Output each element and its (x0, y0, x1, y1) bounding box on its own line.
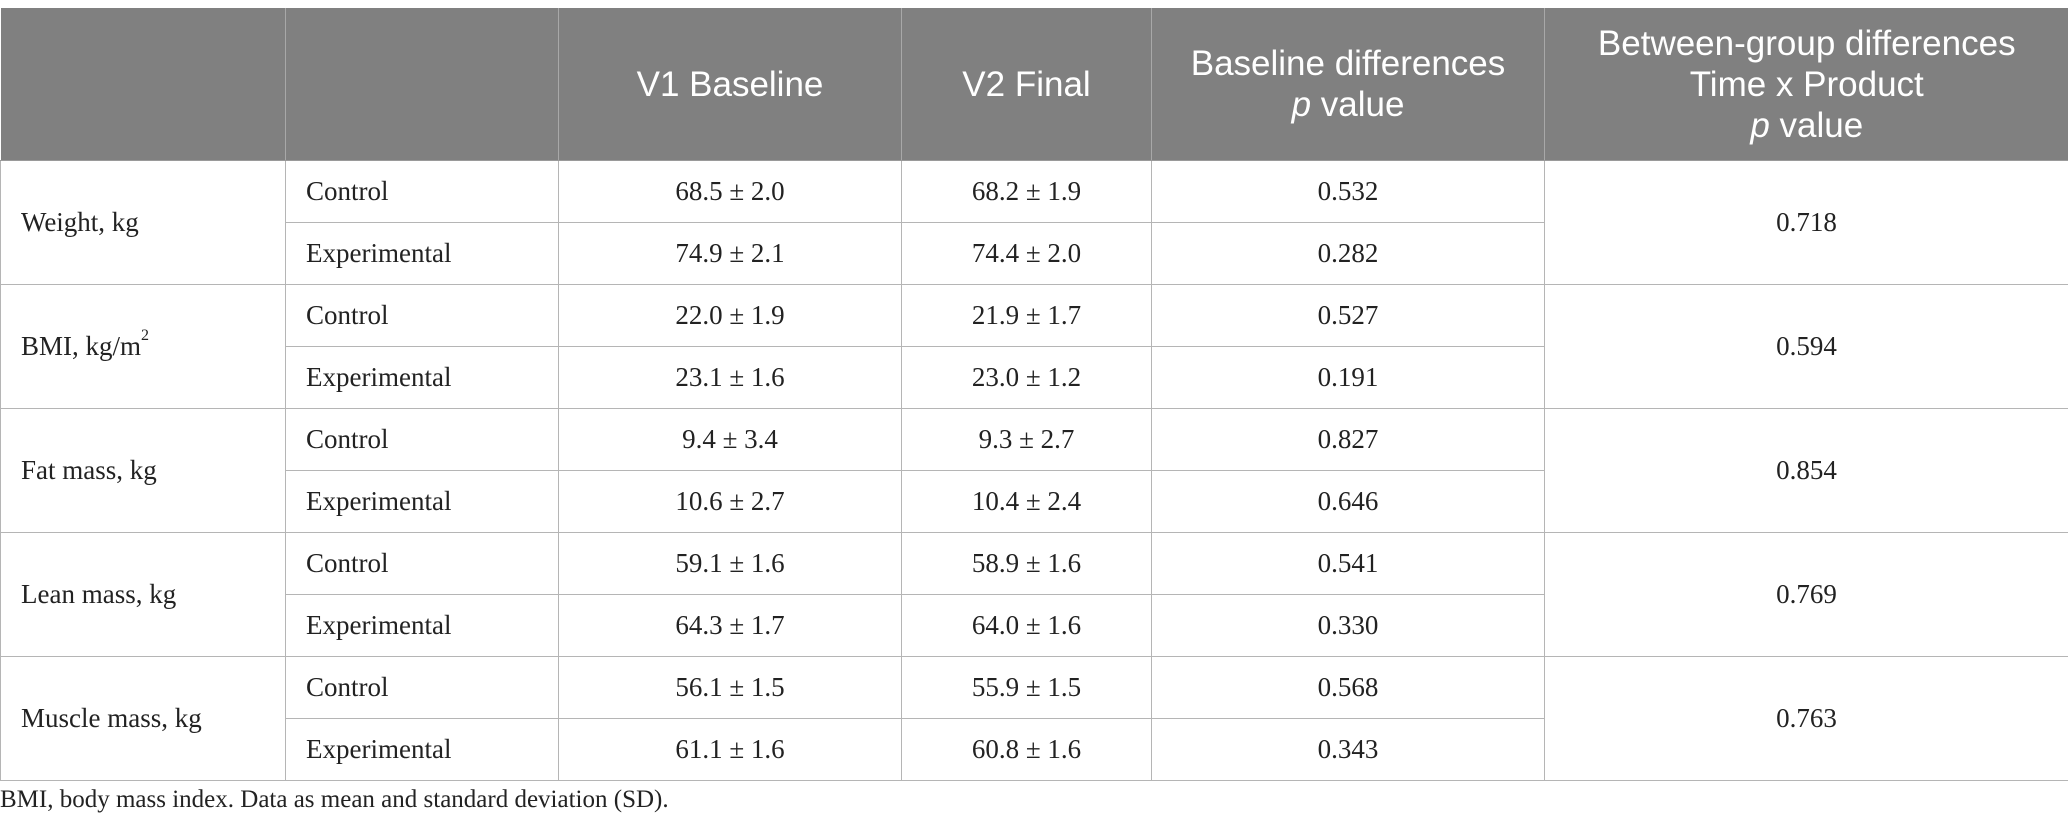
header-between-value: value (1769, 105, 1864, 145)
table-body: Weight, kg Control 68.5 ± 2.0 68.2 ± 1.9 0.5… (0, 160, 2068, 781)
v2-value: 60.8 ± 1.6 (901, 718, 1152, 781)
v1-value: 74.9 ± 2.1 (558, 222, 902, 285)
row-label: Lean mass, kg (0, 532, 286, 657)
group-cell: Control (285, 532, 559, 595)
table-row: Experimental 64.3 ± 1.7 64.0 ± 1.6 0.330 (1, 594, 2068, 657)
v2-value: 64.0 ± 1.6 (901, 594, 1152, 657)
v2-value: 9.3 ± 2.7 (901, 408, 1152, 471)
header-baseline-line1: Baseline differences (1190, 44, 1506, 83)
group-cell: Control (285, 160, 559, 223)
row-label: Weight, kg (0, 160, 286, 285)
baseline-p-value: 0.343 (1151, 718, 1545, 781)
header-baseline-p: p (1291, 85, 1312, 124)
v1-value: 64.3 ± 1.7 (558, 594, 902, 657)
row-label: BMI, kg/m2 (0, 284, 286, 409)
between-group-p-value: 0.769 (1544, 532, 2068, 657)
header-between-p: p (1750, 105, 1770, 145)
table-row: Weight, kg Control 68.5 ± 2.0 68.2 ± 1.9 0.5… (0, 160, 2068, 285)
group-cell: Experimental (285, 470, 559, 533)
header-between-line1: Between-group differences (1597, 23, 2016, 63)
table-row: BMI, kg/m2 Control 22.0 ± 1.9 21.9 ± 1.7 0.5… (0, 284, 2068, 409)
table-row: Experimental 10.6 ± 2.7 10.4 ± 2.4 0.646 (1, 470, 2068, 533)
v1-value: 23.1 ± 1.6 (558, 346, 902, 409)
baseline-p-value: 0.282 (1151, 222, 1545, 285)
table-footnote: BMI, body mass index. Data as mean and s… (0, 786, 669, 813)
header-between-line2: Time x Product (1689, 64, 1924, 104)
baseline-p-value: 0.568 (1151, 656, 1545, 719)
row-label-text: Fat mass, kg (21, 455, 157, 485)
v1-value: 56.1 ± 1.5 (558, 656, 902, 719)
baseline-p-value: 0.527 (1151, 284, 1545, 347)
between-group-p-value: 0.594 (1544, 284, 2068, 409)
table-row: Experimental 23.1 ± 1.6 23.0 ± 1.2 0.191 (1, 346, 2068, 409)
v2-value: 10.4 ± 2.4 (901, 470, 1152, 533)
row-label-text: Muscle mass, kg (21, 703, 202, 733)
group-cell: Control (285, 284, 559, 347)
v2-value: 21.9 ± 1.7 (901, 284, 1152, 347)
baseline-p-value: 0.191 (1151, 346, 1545, 409)
v2-value: 55.9 ± 1.5 (901, 656, 1152, 719)
v2-value: 74.4 ± 2.0 (901, 222, 1152, 285)
baseline-p-value: 0.827 (1151, 408, 1545, 471)
v1-value: 22.0 ± 1.9 (558, 284, 902, 347)
baseline-p-value: 0.330 (1151, 594, 1545, 657)
header-v1-baseline: V1 Baseline (558, 8, 902, 161)
row-label-text: Lean mass, kg (21, 579, 177, 609)
table-row: Experimental 61.1 ± 1.6 60.8 ± 1.6 0.343 (1, 718, 2068, 781)
group-cell: Control (285, 408, 559, 471)
table-row: Fat mass, kg Control 9.4 ± 3.4 9.3 ± 2.7 0.8… (0, 408, 2068, 533)
baseline-p-value: 0.646 (1151, 470, 1545, 533)
header-baseline-differences: Baseline differences p value (1151, 8, 1545, 161)
v2-value: 58.9 ± 1.6 (901, 532, 1152, 595)
between-group-p-value: 0.718 (1544, 160, 2068, 285)
group-cell: Experimental (285, 594, 559, 657)
row-label: Muscle mass, kg (0, 656, 286, 781)
row-label: Fat mass, kg (0, 408, 286, 533)
row-label-superscript: 2 (141, 327, 150, 344)
row-label-text: Weight, kg (21, 207, 139, 237)
header-baseline-value: value (1311, 85, 1405, 124)
group-cell: Experimental (285, 718, 559, 781)
header-variable (0, 8, 286, 161)
group-cell: Experimental (285, 222, 559, 285)
v1-value: 9.4 ± 3.4 (558, 408, 902, 471)
table-row: Muscle mass, kg Control 56.1 ± 1.5 55.9 ± 1… (0, 656, 2068, 781)
table-row: Lean mass, kg Control 59.1 ± 1.6 58.9 ± 1.6… (0, 532, 2068, 657)
header-group (285, 8, 559, 161)
results-table: V1 Baseline V2 Final Baseline difference… (0, 8, 2068, 781)
baseline-p-value: 0.532 (1151, 160, 1545, 223)
v2-value: 68.2 ± 1.9 (901, 160, 1152, 223)
header-v2-final: V2 Final (901, 8, 1152, 161)
v1-value: 61.1 ± 1.6 (558, 718, 902, 781)
baseline-p-value: 0.541 (1151, 532, 1545, 595)
table-header: V1 Baseline V2 Final Baseline difference… (0, 8, 2068, 161)
v1-value: 59.1 ± 1.6 (558, 532, 902, 595)
group-cell: Experimental (285, 346, 559, 409)
v2-value: 23.0 ± 1.2 (901, 346, 1152, 409)
v1-value: 68.5 ± 2.0 (558, 160, 902, 223)
between-group-p-value: 0.763 (1544, 656, 2068, 781)
group-cell: Control (285, 656, 559, 719)
v1-value: 10.6 ± 2.7 (558, 470, 902, 533)
header-between-group: Between-group differences Time x Product… (1544, 8, 2068, 161)
between-group-p-value: 0.854 (1544, 408, 2068, 533)
row-label-text: BMI, kg/m (21, 331, 142, 361)
